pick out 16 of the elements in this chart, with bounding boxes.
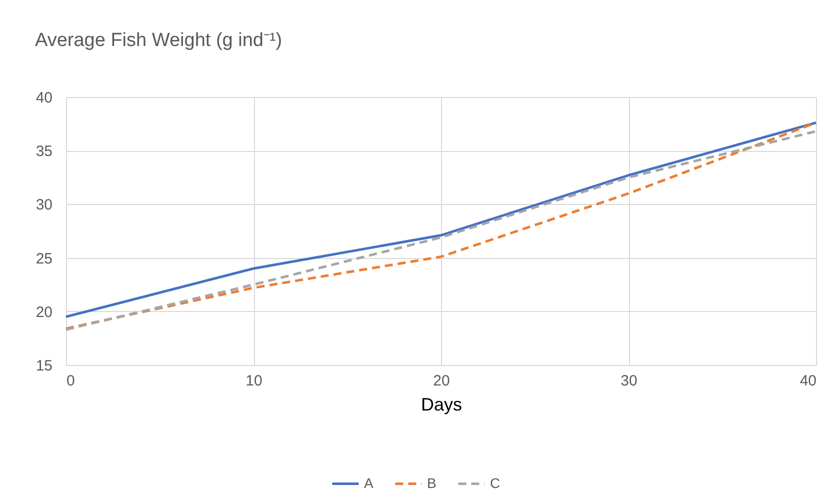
chart-title: Average Fish Weight (g ind⁻¹)	[35, 30, 282, 51]
legend-label: A	[364, 474, 374, 491]
y-tick-label: 40	[36, 90, 52, 106]
legend-label: B	[427, 474, 436, 491]
x-tick-label: 30	[620, 372, 638, 390]
legend-label: C	[490, 474, 500, 491]
y-tick-label: 15	[36, 358, 52, 374]
x-tick-label: 40	[800, 372, 816, 390]
y-tick-label: 35	[36, 143, 52, 160]
y-tick-label: 30	[36, 196, 52, 214]
x-tick-label: 10	[246, 372, 262, 390]
x-tick-label: 20	[433, 372, 450, 390]
x-tick-label: 0	[66, 372, 75, 390]
y-tick-label: 20	[36, 304, 52, 321]
y-tick-label: 25	[36, 250, 52, 268]
x-axis-title: Days	[420, 394, 462, 414]
